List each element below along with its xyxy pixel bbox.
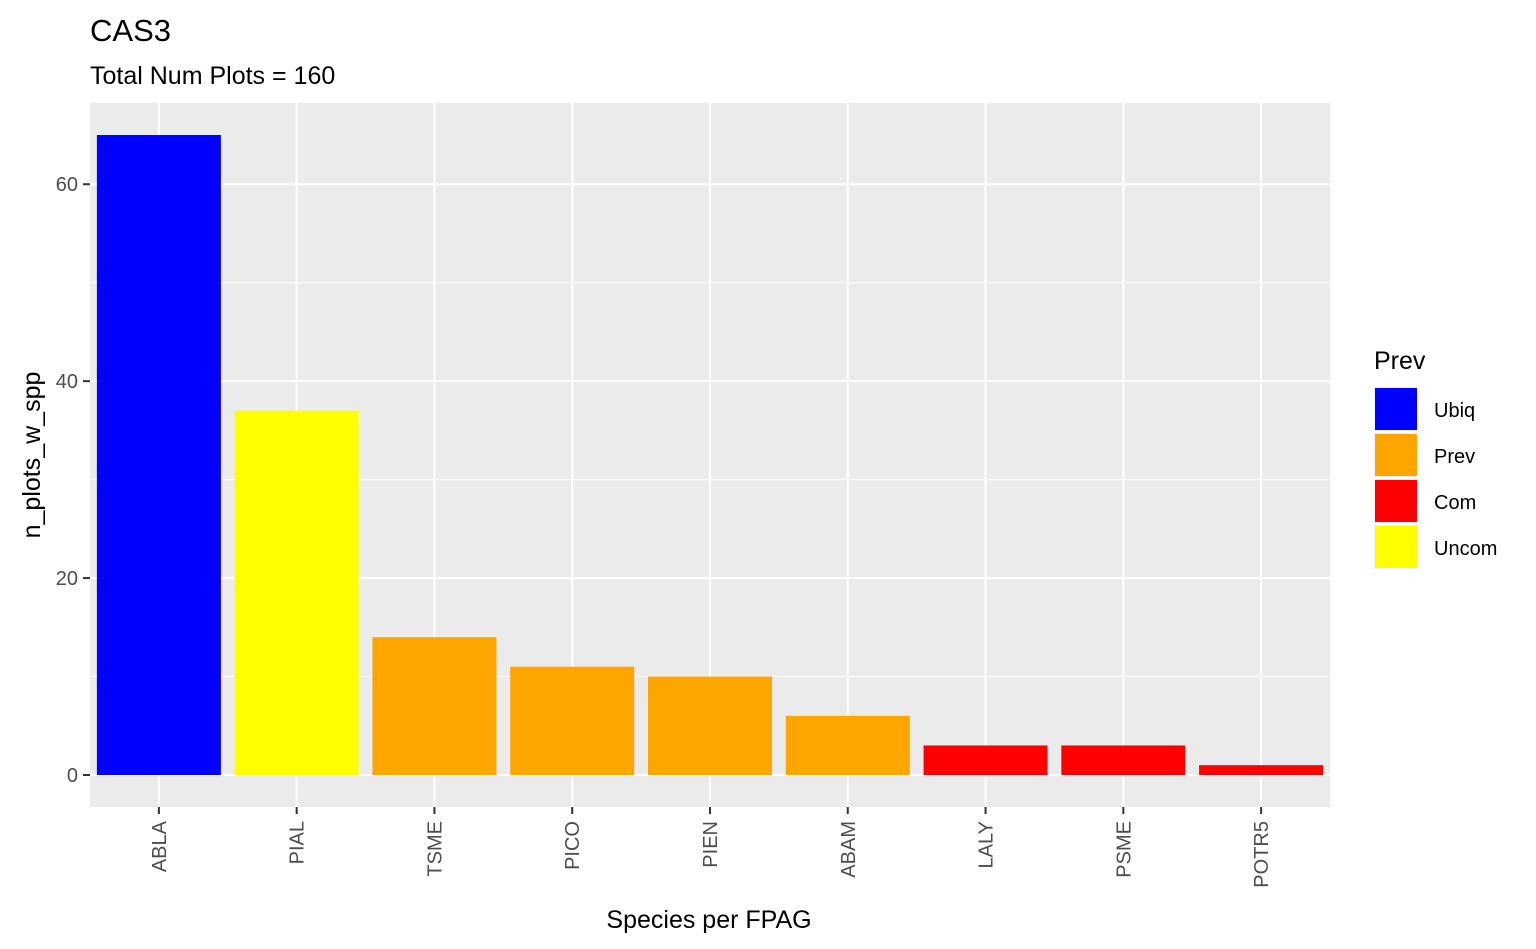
legend-swatch-com <box>1375 480 1417 522</box>
legend-title: Prev <box>1374 347 1426 375</box>
bars <box>96 135 1324 775</box>
x-tick-label-pien: PIEN <box>700 821 722 868</box>
bar-abla <box>96 135 221 775</box>
chart-title: CAS3 <box>90 13 171 48</box>
y-tick-label: 20 <box>56 568 78 590</box>
legend-label-uncom: Uncom <box>1434 538 1497 560</box>
bar-pico <box>510 666 635 775</box>
x-tick-label-abla: ABLA <box>149 820 171 872</box>
legend-items: Ubiq Prev Com Uncom <box>1374 387 1497 569</box>
x-tick-label-pial: PIAL <box>287 821 309 864</box>
legend-label-com: Com <box>1434 492 1476 514</box>
y-axis: 0 20 40 60 <box>56 174 90 787</box>
bar-psme <box>1061 745 1186 775</box>
bar-pial <box>234 410 359 775</box>
legend-swatch-prev <box>1375 434 1417 476</box>
y-tick-label: 60 <box>56 174 78 196</box>
x-tick-label-tsme: TSME <box>424 821 446 877</box>
chart-subtitle: Total Num Plots = 160 <box>90 62 335 90</box>
legend: Prev Ubiq Prev Com Uncom <box>1374 347 1497 569</box>
x-tick-label-pico: PICO <box>562 821 584 870</box>
x-axis-title: Species per FPAG <box>606 906 811 934</box>
x-tick-label-abam: ABAM <box>838 821 860 878</box>
x-tick-label-potr5: POTR5 <box>1251 821 1273 888</box>
bar-laly <box>923 745 1048 775</box>
legend-swatch-ubiq <box>1375 388 1417 430</box>
y-tick-label: 40 <box>56 371 78 393</box>
x-tick-label-laly: LALY <box>976 821 998 868</box>
legend-label-prev: Prev <box>1434 446 1475 468</box>
legend-swatch-uncom <box>1375 526 1417 568</box>
y-axis-title: n_plots_w_spp <box>18 372 46 539</box>
bar-abam <box>785 715 910 775</box>
legend-label-ubiq: Ubiq <box>1434 400 1475 422</box>
x-axis: ABLA PIAL TSME PICO PIEN ABAM LALY PSME POTR5 <box>149 807 1273 888</box>
bar-pien <box>648 676 772 775</box>
y-tick-label: 0 <box>67 765 78 787</box>
bar-potr5 <box>1199 765 1324 775</box>
bar-tsme <box>372 637 497 775</box>
x-tick-label-psme: PSME <box>1113 821 1135 878</box>
